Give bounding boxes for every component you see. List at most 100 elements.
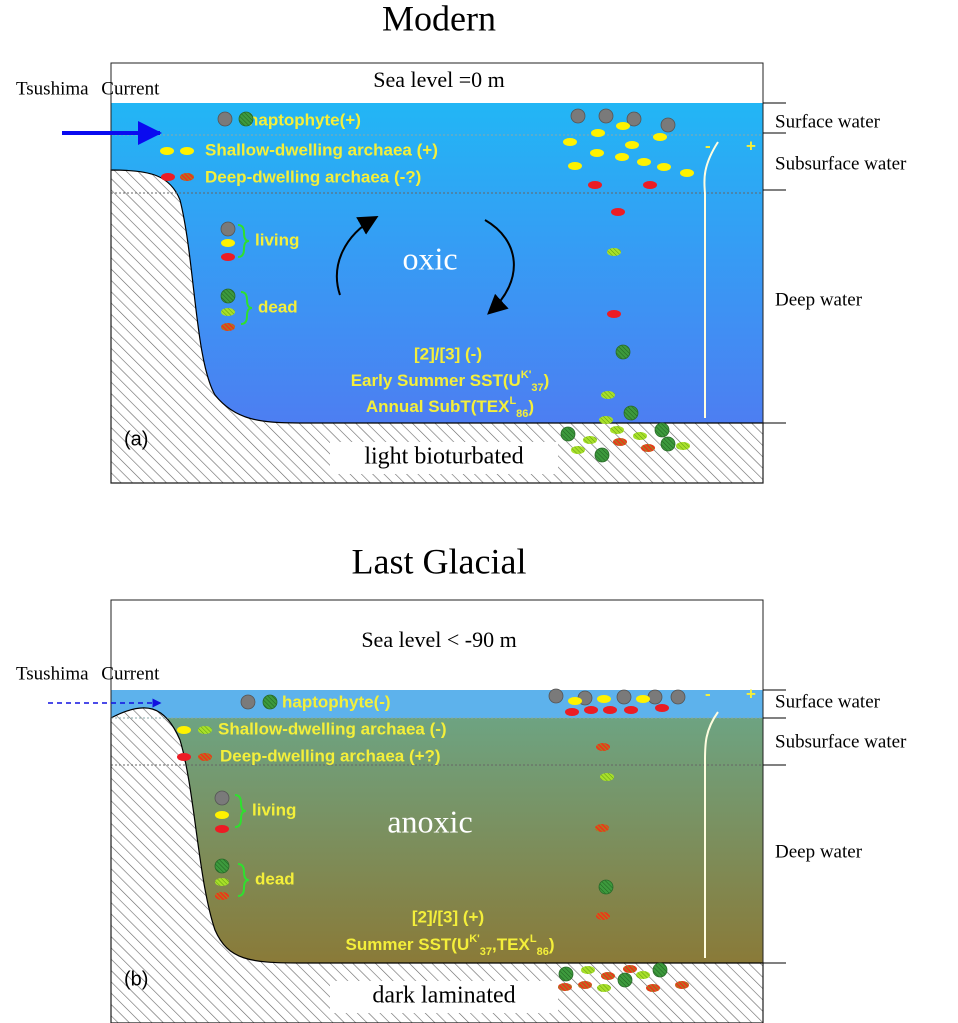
particle [558,983,572,991]
particle [661,118,675,132]
proxy-text: ) [528,397,534,416]
proxy-label: Summer SST(UK'37,TEXL86) [345,933,554,958]
particle [636,971,650,979]
particle [648,690,662,704]
particle [221,222,235,236]
particle [661,437,675,451]
particle [601,391,615,399]
particle [637,158,651,166]
particle [559,967,573,981]
dead-label: dead [258,297,298,316]
haptophyte-label: haptophyte(+) [248,110,361,129]
proxy-subscript: 86 [516,408,528,420]
proxy-supscript: K' [521,369,532,381]
particle [657,163,671,171]
water-layer-label: Deep water [775,841,863,862]
particle [565,708,579,716]
particle [595,824,609,832]
particle [263,695,277,709]
proxy-label: Annual SubT(TEXL86) [366,395,534,420]
particle [221,253,235,261]
particle [616,345,630,359]
particle [215,811,229,819]
dead-label: dead [255,869,295,888]
proxy-text: ,TEX [492,935,530,954]
particle [624,706,638,714]
redox-label: oxic [402,240,457,276]
panel: Last Glacial Sea level < -90 m Tsushima Cu… [16,541,907,1023]
particle [221,239,235,247]
particle [581,966,595,974]
particle [549,689,563,703]
particle [221,308,235,316]
particle [624,406,638,420]
panel-title: Last Glacial [352,541,527,581]
particle [198,753,212,761]
particle [610,426,624,434]
particle [623,965,637,973]
particle [241,695,255,709]
proxy-text: Annual SubT(TEX [366,397,510,416]
sediment-label: light bioturbated [364,444,523,470]
particle [633,432,647,440]
particle [636,695,650,703]
proxy-supscript: K' [469,933,480,945]
particle [617,690,631,704]
particle [653,133,667,141]
proxy-text: Early Summer SST(U [351,371,521,390]
proxy-supscript: L [530,933,537,945]
particle [215,859,229,873]
particle [596,912,610,920]
particle [615,153,629,161]
current-label: Tsushima Current [16,663,160,684]
particle [218,112,232,126]
particle [676,442,690,450]
particle [177,753,191,761]
particle [588,181,602,189]
deep-archaea-label: Deep-dwelling archaea (+?) [220,746,441,765]
particle [177,726,191,734]
particle [597,695,611,703]
particle [655,423,669,437]
proxy-supscript: L [509,395,516,407]
particle [599,109,613,123]
particle [597,984,611,992]
particle [568,162,582,170]
water-layer-label: Deep water [775,289,863,310]
current-label: Tsushima Current [16,78,160,99]
particle [607,310,621,318]
proxy-text: ) [544,371,550,390]
particle [161,173,175,181]
shallow-archaea-label: Shallow-dwelling archaea (-) [218,719,447,738]
profile-minus: - [705,136,711,155]
particle [239,112,253,126]
particle [221,323,235,331]
particle [671,690,685,704]
particle [646,984,660,992]
particle [603,706,617,714]
proxy-label: Early Summer SST(UK'37) [351,369,550,394]
proxy-subscript: 37 [531,382,543,394]
particle [215,825,229,833]
particle [198,726,212,734]
particle [561,427,575,441]
shallow-archaea-label: Shallow-dwelling archaea (+) [205,140,438,159]
water-layer-label: Surface water [775,111,881,132]
sea-level: Sea level < -90 m [361,627,516,652]
particle [643,181,657,189]
surface-water [111,690,763,718]
panel-title: Modern [382,0,496,38]
particle [590,149,604,157]
particle [221,289,235,303]
particle [655,704,669,712]
particle [215,878,229,886]
particle [160,147,174,155]
particle [571,109,585,123]
particle [613,438,627,446]
particle [215,892,229,900]
particle [180,147,194,155]
sediment-label: dark laminated [372,983,515,1009]
particle [583,436,597,444]
particle [601,972,615,980]
profile-plus: + [746,684,756,703]
